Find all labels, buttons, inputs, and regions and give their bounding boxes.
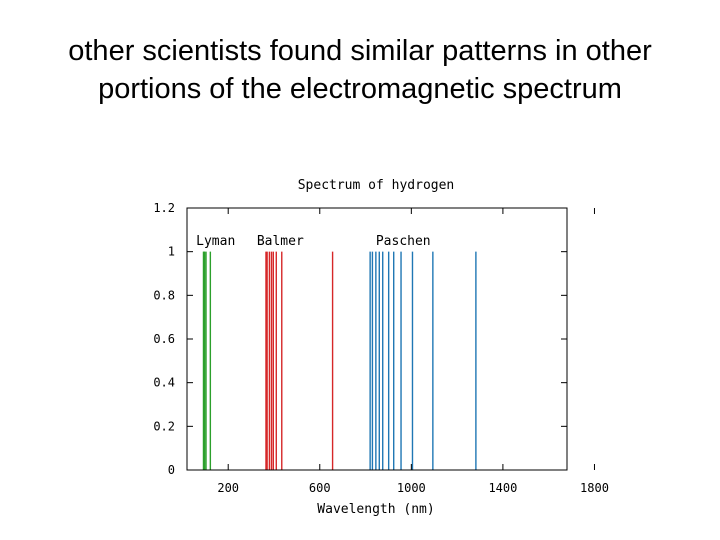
x-tick-label-1: 600	[309, 481, 331, 495]
y-tick-label-3: 0.6	[153, 332, 175, 346]
x-tick-label-4: 1800	[580, 481, 609, 495]
slide-title: other scientists found similar patterns …	[68, 35, 652, 105]
annotation-balmer: Balmer	[257, 234, 304, 249]
y-tick-label-0: 0	[168, 463, 175, 477]
y-tick-label-2: 0.4	[153, 376, 175, 390]
annotation-paschen: Paschen	[376, 234, 431, 249]
x-tick-label-3: 1400	[488, 481, 517, 495]
x-tick-label-2: 1000	[397, 481, 426, 495]
series-annotations: Lyman Balmer Paschen	[196, 234, 430, 249]
spectral-lines	[202, 251, 477, 470]
x-axis-label: Wavelength (nm)	[317, 502, 434, 517]
annotation-lyman: Lyman	[196, 234, 235, 249]
x-tick-label-0: 200	[217, 481, 239, 495]
y-tick-label-6: 1.2	[153, 201, 175, 215]
y-tick-label-1: 0.2	[153, 419, 175, 433]
axis-ticks: 0 0.2 0.4 0.6 0.8 1 1.2 200 600 1000 1400 1800	[153, 201, 609, 495]
y-tick-label-4: 0.8	[153, 288, 175, 302]
y-tick-label-5: 1	[168, 245, 175, 259]
chart-title: Spectrum of hydrogen	[298, 178, 455, 193]
